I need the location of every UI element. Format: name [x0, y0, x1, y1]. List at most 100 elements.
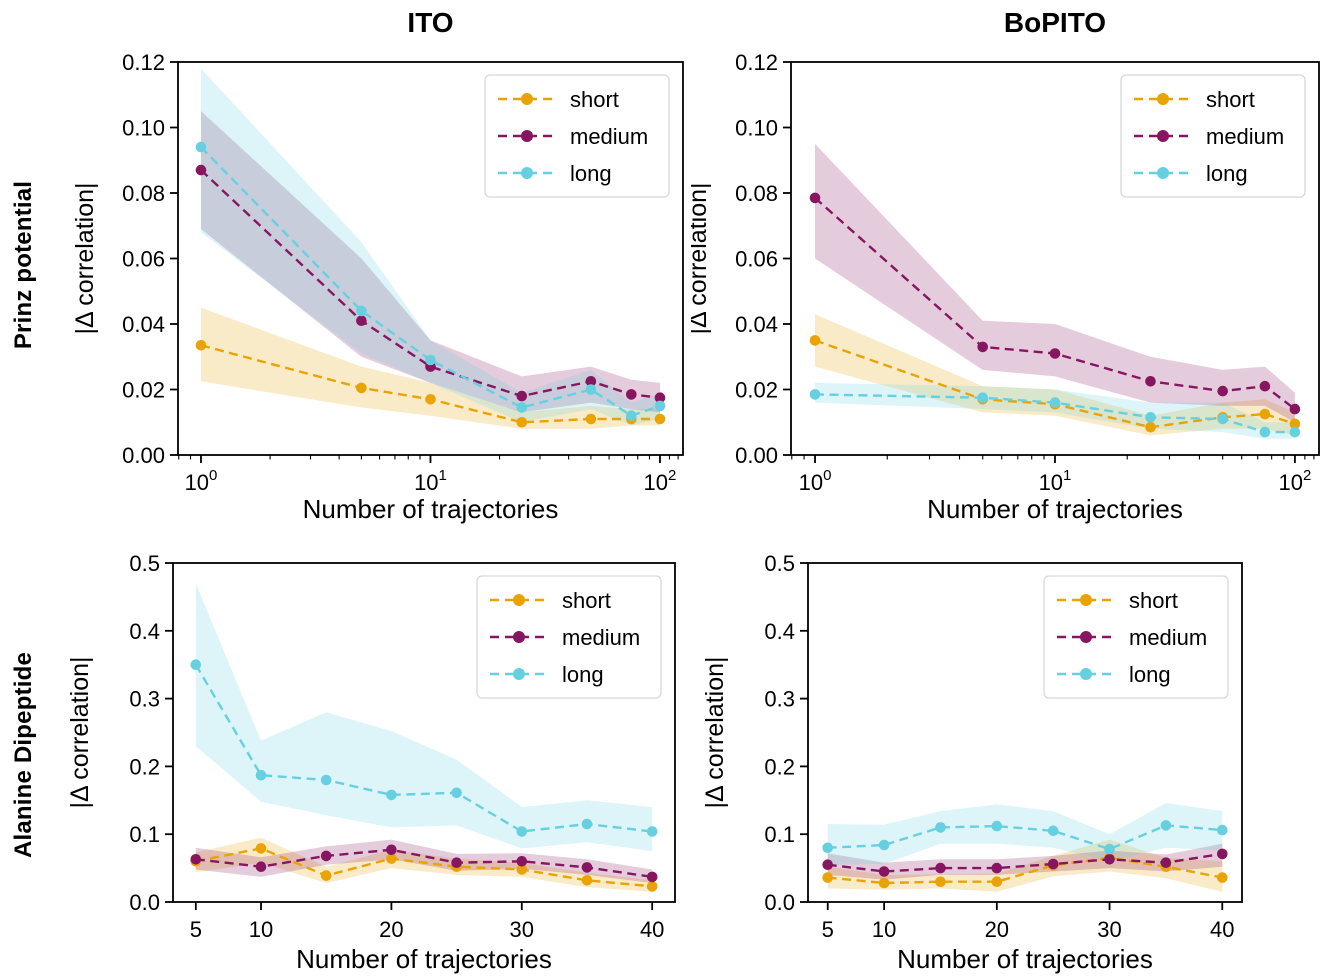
band-medium: [827, 843, 1223, 880]
y-tick-label: 0.04: [122, 312, 165, 337]
legend-marker: [521, 93, 533, 105]
legend-marker: [1080, 594, 1092, 606]
data-point-long: [585, 384, 597, 395]
row-label-text: Alanine Dipeptide: [10, 651, 37, 859]
legend-marker: [1157, 93, 1169, 105]
y-tick-label: 0.10: [122, 116, 165, 141]
data-point-long: [1047, 825, 1059, 837]
plot-prinz-ito: 100 101 1020.000.020.040.060.080.100.12Num…: [48, 0, 691, 530]
data-point-short: [1217, 872, 1228, 883]
x-tick-label: 20: [379, 917, 403, 942]
band-medium: [201, 111, 660, 413]
x-axis-label: Number of trajectories: [303, 494, 559, 524]
y-tick-label: 0.02: [735, 378, 778, 403]
data-point-long: [1049, 397, 1061, 408]
legend: short medium long: [476, 575, 662, 699]
data-point-long: [1145, 412, 1156, 423]
data-point-medium: [1145, 376, 1156, 387]
data-point-short: [1259, 408, 1271, 420]
data-point-medium: [1217, 385, 1228, 397]
y-tick-label: 0.12: [735, 50, 778, 75]
plot-ala-bopito: 5 10 20 30 40 0.0 0.1 0.2 0.3 0.4 0.5 Number of tra…: [691, 530, 1331, 980]
data-point-medium: [585, 376, 597, 387]
y-tick-label: 0.04: [735, 312, 778, 337]
data-point-medium: [1160, 857, 1172, 868]
data-point-medium: [822, 859, 833, 870]
x-tick-label: 10: [872, 917, 896, 942]
x-axis-label: Number of trajectories: [927, 494, 1183, 524]
y-axis-label: |Δ correlation|: [66, 657, 94, 809]
data-point-short: [1145, 421, 1156, 433]
chart-prinz-ito: 100 101 1020.000.020.040.060.080.100.12Num…: [48, 0, 691, 530]
data-point-short: [516, 417, 528, 428]
data-point-long: [809, 389, 821, 400]
legend-label: long: [1129, 662, 1171, 687]
y-axis-label: |Δ correlation|: [701, 657, 729, 809]
data-point-medium: [626, 389, 637, 400]
line-long: [194, 664, 653, 833]
data-point-short: [1289, 418, 1301, 430]
legend-marker: [1157, 130, 1169, 142]
chart-prinz-bopito: 100 101 1020.000.020.040.060.080.100.12Num…: [691, 0, 1331, 530]
legend-label: short: [1206, 87, 1255, 112]
band-medium: [815, 143, 1295, 423]
data-point-long: [1259, 426, 1271, 438]
y-axis-label: |Δ correlation|: [71, 183, 99, 335]
data-point-medium: [451, 857, 462, 868]
y-tick-label: 0.0: [764, 890, 795, 915]
data-point-long: [1217, 824, 1228, 836]
line-medium: [195, 848, 653, 879]
panel-title: BoPITO: [1004, 7, 1106, 38]
legend-label: medium: [570, 124, 648, 149]
row-label-alanine-dipeptide: Alanine Dipeptide: [0, 530, 48, 980]
band-medium: [195, 839, 653, 883]
data-point-medium: [1217, 848, 1228, 860]
data-point-long: [451, 787, 462, 799]
data-point-medium: [320, 850, 332, 862]
data-point-short: [991, 876, 1003, 887]
y-tick-label: 0.2: [129, 754, 160, 779]
legend-box: [476, 575, 662, 699]
axes: 5 10 20 30 40 0.0 0.1 0.2 0.3 0.4 0.5: [129, 551, 664, 942]
band-short: [201, 307, 660, 429]
x-tick-label: 10: [249, 917, 273, 942]
chart-alanine-bopito: 5 10 20 30 40 0.0 0.1 0.2 0.3 0.4 0.5 Number of tra…: [691, 530, 1331, 980]
legend-marker: [1080, 631, 1092, 643]
x-tick-label: 40: [1210, 917, 1234, 942]
data-point-medium: [1049, 348, 1061, 359]
data-point-long: [581, 818, 593, 830]
data-point-medium: [935, 862, 946, 874]
band-short: [827, 839, 1223, 892]
panel-title: ITO: [407, 7, 453, 38]
figure-row-prinz: Prinz potential 100 101 102 0.00 0.02 0.04 0.0…: [10, 0, 1331, 530]
x-axis-label: Number of trajectories: [296, 944, 552, 974]
data-point-short: [585, 413, 597, 425]
legend-box: [1043, 575, 1229, 699]
data-point-short: [320, 870, 332, 881]
y-tick-label: 0.06: [735, 247, 778, 272]
data-point-long: [516, 402, 528, 413]
legend-label: long: [570, 161, 612, 186]
plot-prinz-bopito: 100 101 1020.000.020.040.060.080.100.12Num…: [691, 0, 1331, 530]
y-tick-label: 0.08: [122, 181, 165, 206]
band-long: [827, 803, 1223, 865]
x-tick-label: 30: [1097, 917, 1121, 942]
data-point-long: [654, 400, 666, 412]
data-point-long: [356, 305, 367, 317]
y-tick-label: 0.0: [129, 890, 160, 915]
legend: short medium long: [1043, 575, 1229, 699]
data-point-short: [654, 413, 666, 425]
plot-border: [172, 562, 676, 903]
data-point-short: [809, 335, 821, 346]
legend-marker: [521, 167, 533, 179]
x-tick-label: 40: [640, 917, 664, 942]
y-tick-label: 0.5: [129, 551, 160, 576]
data-point-short: [386, 853, 397, 864]
data-point-long: [190, 659, 202, 670]
data-point-long: [320, 774, 332, 786]
axes: 5 10 20 30 40 0.0 0.1 0.2 0.3 0.4 0.5: [764, 551, 1234, 942]
data-point-medium: [516, 856, 528, 867]
legend-marker: [1080, 668, 1092, 680]
data-point-short: [425, 394, 436, 405]
